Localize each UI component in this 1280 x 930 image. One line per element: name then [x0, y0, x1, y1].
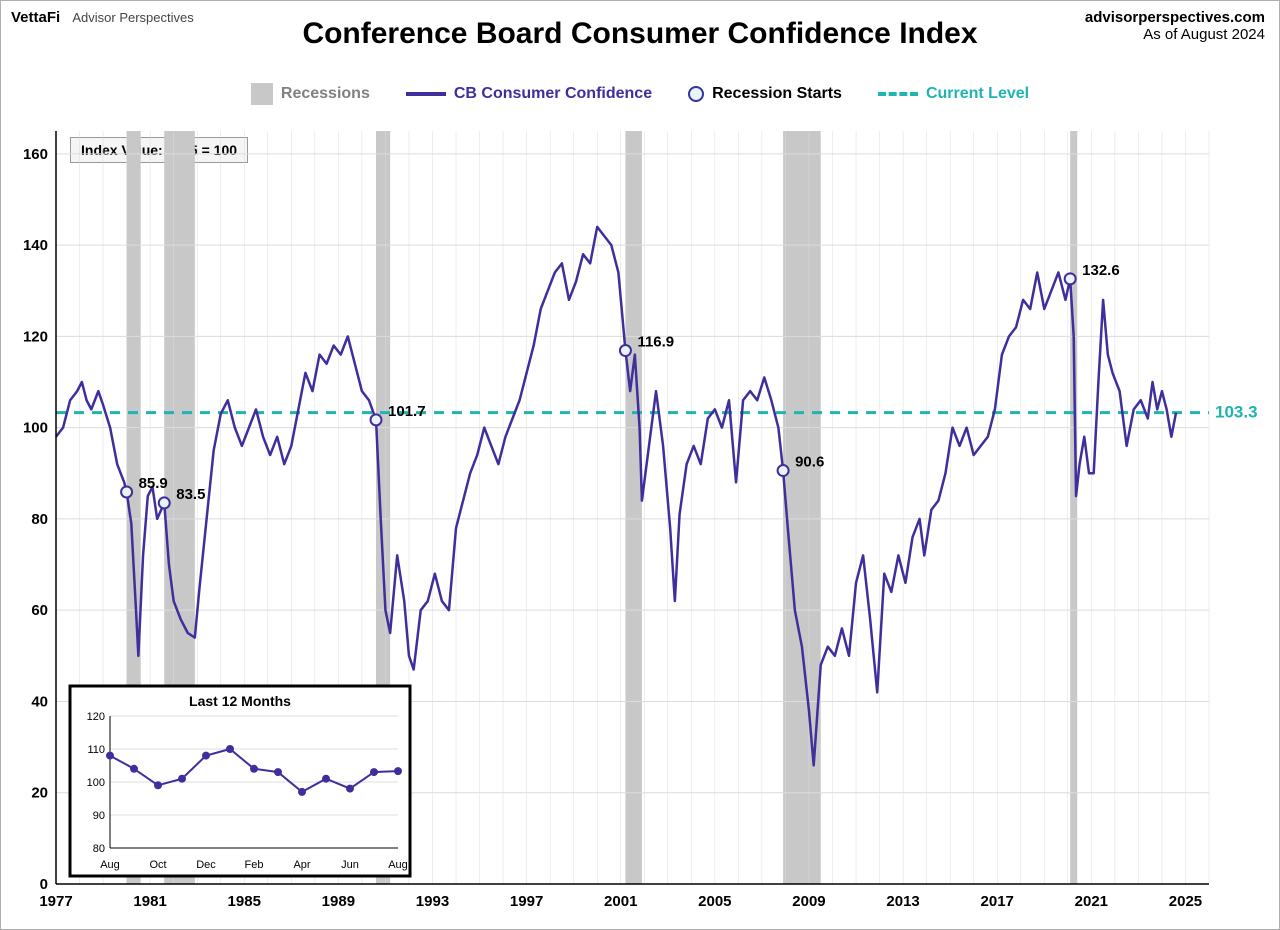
svg-text:Oct: Oct — [149, 859, 166, 871]
svg-text:2013: 2013 — [886, 893, 919, 910]
svg-text:110: 110 — [87, 744, 105, 756]
svg-text:120: 120 — [87, 711, 105, 723]
svg-text:2009: 2009 — [792, 893, 825, 910]
svg-text:1977: 1977 — [39, 893, 72, 910]
svg-text:2017: 2017 — [981, 893, 1014, 910]
svg-text:40: 40 — [31, 693, 48, 710]
svg-text:120: 120 — [23, 328, 48, 345]
svg-text:140: 140 — [23, 237, 48, 254]
svg-text:60: 60 — [31, 602, 48, 619]
svg-text:2001: 2001 — [604, 893, 637, 910]
legend-recessions: Recessions — [251, 83, 370, 105]
dash-swatch-icon — [878, 92, 918, 96]
svg-text:103.3: 103.3 — [1215, 403, 1258, 422]
svg-text:85.9: 85.9 — [139, 475, 168, 492]
dot-swatch-icon — [688, 86, 704, 102]
legend-line: CB Consumer Confidence — [406, 85, 652, 103]
svg-text:Feb: Feb — [245, 859, 264, 871]
svg-text:132.6: 132.6 — [1082, 262, 1120, 279]
chart-title: Conference Board Consumer Confidence Ind… — [1, 17, 1279, 51]
svg-text:2005: 2005 — [698, 893, 731, 910]
svg-text:Apr: Apr — [293, 859, 310, 871]
svg-text:Dec: Dec — [196, 859, 216, 871]
recession-swatch-icon — [251, 83, 273, 105]
legend-line-label: CB Consumer Confidence — [454, 85, 652, 103]
page: VettaFi Advisor Perspectives advisorpers… — [0, 0, 1280, 930]
svg-text:2021: 2021 — [1075, 893, 1108, 910]
svg-text:Jun: Jun — [341, 859, 359, 871]
svg-text:20: 20 — [31, 785, 48, 802]
svg-text:80: 80 — [93, 843, 105, 855]
legend-starts-label: Recession Starts — [712, 85, 842, 103]
svg-text:101.7: 101.7 — [388, 403, 426, 420]
svg-text:100: 100 — [87, 777, 105, 789]
svg-text:1989: 1989 — [322, 893, 355, 910]
legend-current: Current Level — [878, 85, 1029, 103]
svg-text:80: 80 — [31, 511, 48, 528]
svg-text:1993: 1993 — [416, 893, 449, 910]
line-swatch-icon — [406, 92, 446, 96]
main-chart-svg: 0 20 40 60 80 100 120 140 160 1977 1981 1985 1989 199… — [11, 111, 1269, 919]
svg-text:90: 90 — [93, 810, 105, 822]
svg-text:1997: 1997 — [510, 893, 543, 910]
svg-text:83.5: 83.5 — [176, 486, 205, 503]
svg-text:Aug: Aug — [388, 859, 408, 871]
svg-text:100: 100 — [23, 420, 48, 437]
svg-text:Aug: Aug — [100, 859, 120, 871]
svg-text:2025: 2025 — [1169, 893, 1202, 910]
svg-text:1981: 1981 — [133, 893, 166, 910]
legend-current-label: Current Level — [926, 85, 1029, 103]
svg-text:1985: 1985 — [228, 893, 261, 910]
svg-text:160: 160 — [23, 146, 48, 163]
svg-text:116.9: 116.9 — [637, 334, 674, 351]
legend-recessions-label: Recessions — [281, 85, 370, 103]
legend-starts: Recession Starts — [688, 85, 842, 103]
svg-text:0: 0 — [40, 876, 48, 893]
svg-text:Last 12 Months: Last 12 Months — [189, 693, 291, 709]
legend: Recessions CB Consumer Confidence Recess… — [1, 83, 1279, 105]
svg-text:90.6: 90.6 — [795, 454, 824, 471]
chart-area: 0 20 40 60 80 100 120 140 160 1977 1981 1985 1989 199… — [11, 111, 1269, 919]
